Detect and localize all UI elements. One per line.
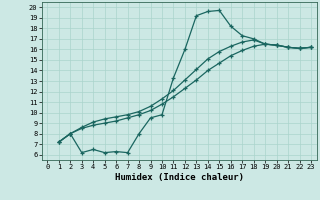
X-axis label: Humidex (Indice chaleur): Humidex (Indice chaleur) — [115, 173, 244, 182]
